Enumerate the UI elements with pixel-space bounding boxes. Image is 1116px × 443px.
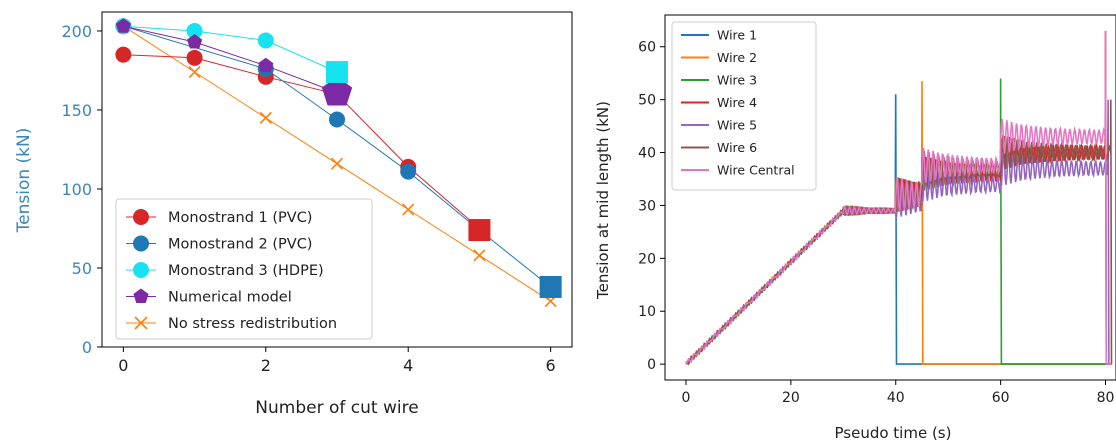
- right-axis-ticks: 0 20 40 60 80 0 10 20 30 40 50 60: [638, 40, 1114, 406]
- legend-label: Wire 5: [717, 118, 757, 133]
- y-tick-label: 0: [82, 338, 92, 357]
- data-point: [258, 57, 274, 73]
- series-line: [123, 25, 551, 288]
- y-tick-label: 60: [638, 40, 656, 56]
- y-tick-label: 200: [61, 22, 92, 41]
- y-tick-label: 20: [638, 251, 656, 267]
- data-point: [188, 65, 201, 79]
- square-marker-monostrand-2-pvc: [539, 275, 562, 298]
- legend-marker: [133, 235, 149, 252]
- legend-marker: [133, 209, 149, 225]
- data-point: [400, 163, 417, 180]
- left-legend: Monostrand 1 (PVC) Monostrand 2 (PVC) Mono…: [115, 198, 373, 340]
- right-y-axis-label: Tension at mid length (kN): [594, 101, 612, 300]
- legend-entry-no-stress-redistribution: No stress redistribution: [126, 316, 337, 332]
- data-point: [257, 32, 274, 49]
- right-series-layer: [685, 30, 1113, 366]
- legend-label: Monostrand 2 (PVC): [168, 237, 312, 253]
- legend-marker: [133, 288, 149, 303]
- legend-marker: [134, 316, 148, 330]
- legend-entry-wire-2: Wire 2: [681, 50, 757, 65]
- legend-label: Wire 4: [717, 95, 757, 110]
- series-line: [123, 25, 338, 73]
- right-plot-frame: [664, 14, 1116, 381]
- left-legend-box: [115, 198, 373, 340]
- data-point: [115, 46, 132, 63]
- series-numerical-model: [115, 18, 353, 106]
- data-point: [115, 18, 131, 33]
- x-tick-label: 80: [1097, 390, 1115, 406]
- square-marker-monostrand-1-pvc: [468, 219, 491, 242]
- data-point: [330, 157, 344, 170]
- legend-entry-wire-3: Wire 3: [681, 73, 757, 88]
- y-tick-label: 100: [61, 180, 92, 199]
- legend-label: Wire 2: [717, 50, 757, 65]
- right-chart: 0 20 40 60 80 0 10 20 30 40 50 60 Pseudo time (s) T…: [594, 14, 1116, 442]
- right-legend: Wire 1 Wire 2 Wire 3 Wire 4 Wire 5 Wire 6 Wire…: [671, 21, 817, 191]
- data-point: [402, 203, 415, 216]
- legend-label: Wire Central: [717, 163, 795, 178]
- legend-entry-monostrand-1-pvc: Monostrand 1 (PVC): [126, 209, 312, 226]
- legend-entry-wire-central: Wire Central: [681, 163, 795, 178]
- legend-entry-monostrand-3-hdpe: Monostrand 3 (HDPE): [126, 262, 324, 279]
- x-tick-label: 2: [261, 356, 271, 375]
- legend-entry-wire-5: Wire 5: [681, 118, 757, 133]
- square-marker-monostrand-3-hdpe: [326, 61, 348, 84]
- data-point-large: [321, 76, 353, 106]
- legend-entry-numerical-model: Numerical model: [126, 288, 292, 306]
- legend-entry-wire-4: Wire 4: [681, 95, 757, 110]
- x-tick-label: 4: [403, 356, 413, 375]
- series-line: [123, 25, 338, 94]
- data-point: [259, 111, 272, 124]
- legend-marker: [133, 262, 149, 278]
- legend-entry-wire-6: Wire 6: [681, 140, 757, 155]
- y-tick-label: 40: [638, 146, 656, 162]
- legend-label: No stress redistribution: [168, 316, 337, 332]
- x-tick-label: 6: [546, 356, 556, 375]
- left-x-axis-label: Number of cut wire: [255, 398, 418, 418]
- legend-label: Wire 6: [717, 140, 757, 155]
- right-x-axis-label: Pseudo time (s): [835, 424, 952, 442]
- legend-label: Wire 3: [717, 73, 757, 88]
- x-tick-label: 0: [118, 356, 128, 375]
- left-chart: 0 2 4 6 0 50 100 150 200 Number of cut wire Tens…: [14, 11, 573, 418]
- legend-entry-wire-1: Wire 1: [681, 28, 757, 43]
- legend-entry-monostrand-2-pvc: Monostrand 2 (PVC): [126, 235, 312, 253]
- x-tick-label: 0: [682, 390, 691, 406]
- legend-label: Monostrand 1 (PVC): [168, 210, 312, 226]
- legend-label: Monostrand 3 (HDPE): [168, 263, 324, 279]
- x-tick-label: 40: [887, 390, 905, 406]
- legend-label: Numerical model: [168, 290, 292, 306]
- data-point: [186, 49, 203, 66]
- series-monostrand-3-hdpe: [115, 18, 345, 81]
- data-point: [329, 111, 345, 128]
- y-tick-label: 10: [638, 304, 656, 320]
- series-wire-central: [685, 30, 1112, 365]
- legend-label: Wire 1: [717, 28, 757, 43]
- y-tick-label: 50: [638, 93, 656, 109]
- y-tick-label: 150: [61, 101, 92, 120]
- x-tick-label: 60: [992, 390, 1010, 406]
- x-tick-label: 20: [782, 390, 800, 406]
- left-y-axis-label: Tension (kN): [14, 128, 34, 234]
- series-no-stress-redistribution: [117, 20, 557, 308]
- y-tick-label: 0: [647, 357, 656, 373]
- left-plot-frame: [101, 11, 573, 348]
- series-line: [123, 54, 480, 229]
- left-series-layer: [115, 18, 562, 308]
- data-point: [473, 249, 486, 262]
- data-point: [186, 22, 203, 39]
- y-tick-label: 30: [638, 198, 656, 214]
- data-point: [187, 34, 203, 49]
- y-tick-label: 50: [72, 259, 92, 278]
- left-axis-ticks: 0 2 4 6 0 50 100 150 200: [61, 22, 555, 375]
